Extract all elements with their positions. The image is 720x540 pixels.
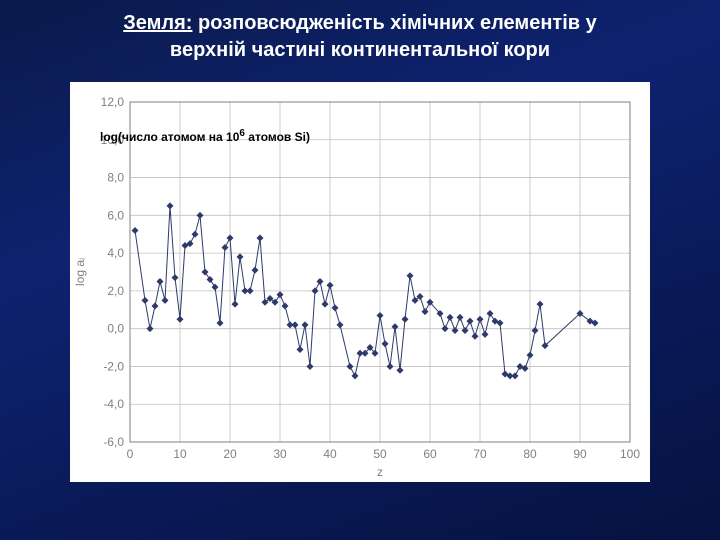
svg-text:log aᵢ: log aᵢ	[73, 258, 87, 286]
title-emph: Земля:	[123, 12, 192, 34]
svg-text:20: 20	[223, 447, 237, 461]
svg-text:40: 40	[323, 447, 337, 461]
svg-text:z: z	[377, 465, 383, 479]
svg-text:10: 10	[173, 447, 187, 461]
svg-text:70: 70	[473, 447, 487, 461]
annot-post: атомов Si)	[245, 130, 310, 144]
slide: Земля: розповсюдженість хімічних елемент…	[0, 0, 720, 540]
svg-text:-6,0: -6,0	[103, 435, 124, 449]
title-line-2: верхній частині континентальної кори	[0, 37, 720, 64]
svg-text:6,0: 6,0	[107, 208, 124, 222]
svg-text:0: 0	[127, 447, 134, 461]
title-rest1: розповсюдженість хімічних елементів у	[192, 12, 596, 34]
chart-annotation: log(число атомом на 106 атомов Si)	[100, 128, 310, 144]
svg-text:4,0: 4,0	[107, 246, 124, 260]
svg-text:50: 50	[373, 447, 387, 461]
svg-text:90: 90	[573, 447, 587, 461]
svg-text:0,0: 0,0	[107, 322, 124, 336]
svg-text:-2,0: -2,0	[103, 359, 124, 373]
svg-text:60: 60	[423, 447, 437, 461]
title-line-1: Земля: розповсюдженість хімічних елемент…	[0, 10, 720, 37]
svg-text:80: 80	[523, 447, 537, 461]
svg-text:2,0: 2,0	[107, 284, 124, 298]
svg-text:100: 100	[620, 447, 640, 461]
svg-text:12,0: 12,0	[101, 95, 125, 109]
title-block: Земля: розповсюдженість хімічних елемент…	[0, 10, 720, 64]
svg-text:8,0: 8,0	[107, 171, 124, 185]
annot-pre: log(число атомом на 10	[100, 130, 239, 144]
svg-text:30: 30	[273, 447, 287, 461]
svg-text:-4,0: -4,0	[103, 397, 124, 411]
